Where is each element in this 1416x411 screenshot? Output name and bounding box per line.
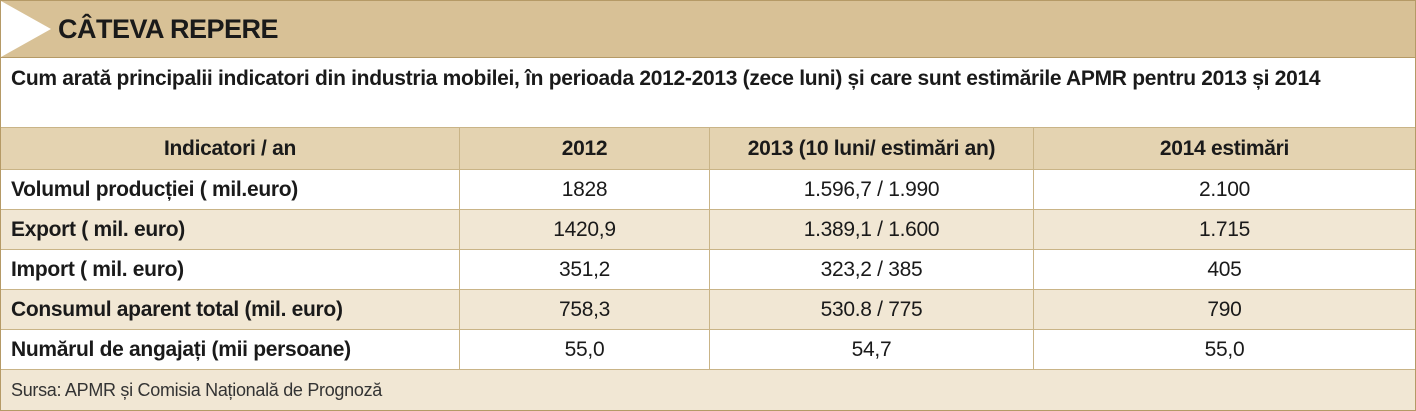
cell-2012: 1420,9: [460, 210, 710, 249]
row-label: Numărul de angajați (mii persoane): [1, 330, 460, 369]
arrow-icon: [1, 1, 51, 57]
source-note: Sursa: APMR și Comisia Națională de Prog…: [1, 369, 1415, 410]
cell-2012: 758,3: [460, 290, 710, 329]
header-cell-2014: 2014 estimări: [1159, 136, 1290, 160]
header-cell-2013: 2013 (10 luni/ estimări an): [710, 128, 1034, 169]
cell-2013: 1.389,1 / 1.600: [710, 210, 1034, 249]
section-banner: CÂTEVA REPERE: [1, 1, 1415, 58]
cell-2012: 55,0: [460, 330, 710, 369]
row-label: Import ( mil. euro): [1, 250, 460, 289]
table-row: Import ( mil. euro) 351,2 323,2 / 385 40…: [1, 249, 1415, 289]
table-row: Export ( mil. euro) 1420,9 1.389,1 / 1.6…: [1, 209, 1415, 249]
table-row: Volumul producției ( mil.euro) 1828 1.59…: [1, 169, 1415, 209]
cell-2012: 351,2: [460, 250, 710, 289]
row-label: Export ( mil. euro): [1, 210, 460, 249]
cell-2014: 405: [1207, 257, 1242, 281]
header-cell-indicator: Indicatori / an: [1, 128, 460, 169]
indicators-table: Indicatori / an 2012 2013 (10 luni/ esti…: [1, 127, 1415, 369]
table-caption: Cum arată principalii indicatori din ind…: [11, 67, 1321, 90]
header-cell-2012: 2012: [460, 128, 710, 169]
cell-2012: 1828: [460, 170, 710, 209]
cell-2014: 55,0: [1204, 337, 1245, 361]
row-label: Volumul producției ( mil.euro): [1, 170, 460, 209]
table-header-row: Indicatori / an 2012 2013 (10 luni/ esti…: [1, 127, 1415, 169]
table-row: Numărul de angajați (mii persoane) 55,0 …: [1, 329, 1415, 369]
cell-2013: 1.596,7 / 1.990: [710, 170, 1034, 209]
cell-2013: 54,7: [710, 330, 1034, 369]
section-title: CÂTEVA REPERE: [58, 14, 279, 44]
cell-2013: 323,2 / 385: [710, 250, 1034, 289]
cell-2014: 790: [1207, 297, 1242, 321]
cell-2014: 2.100: [1198, 177, 1251, 201]
cell-2014: 1.715: [1198, 217, 1251, 241]
cell-2013: 530.8 / 775: [710, 290, 1034, 329]
table-row: Consumul aparent total (mil. euro) 758,3…: [1, 289, 1415, 329]
row-label: Consumul aparent total (mil. euro): [1, 290, 460, 329]
